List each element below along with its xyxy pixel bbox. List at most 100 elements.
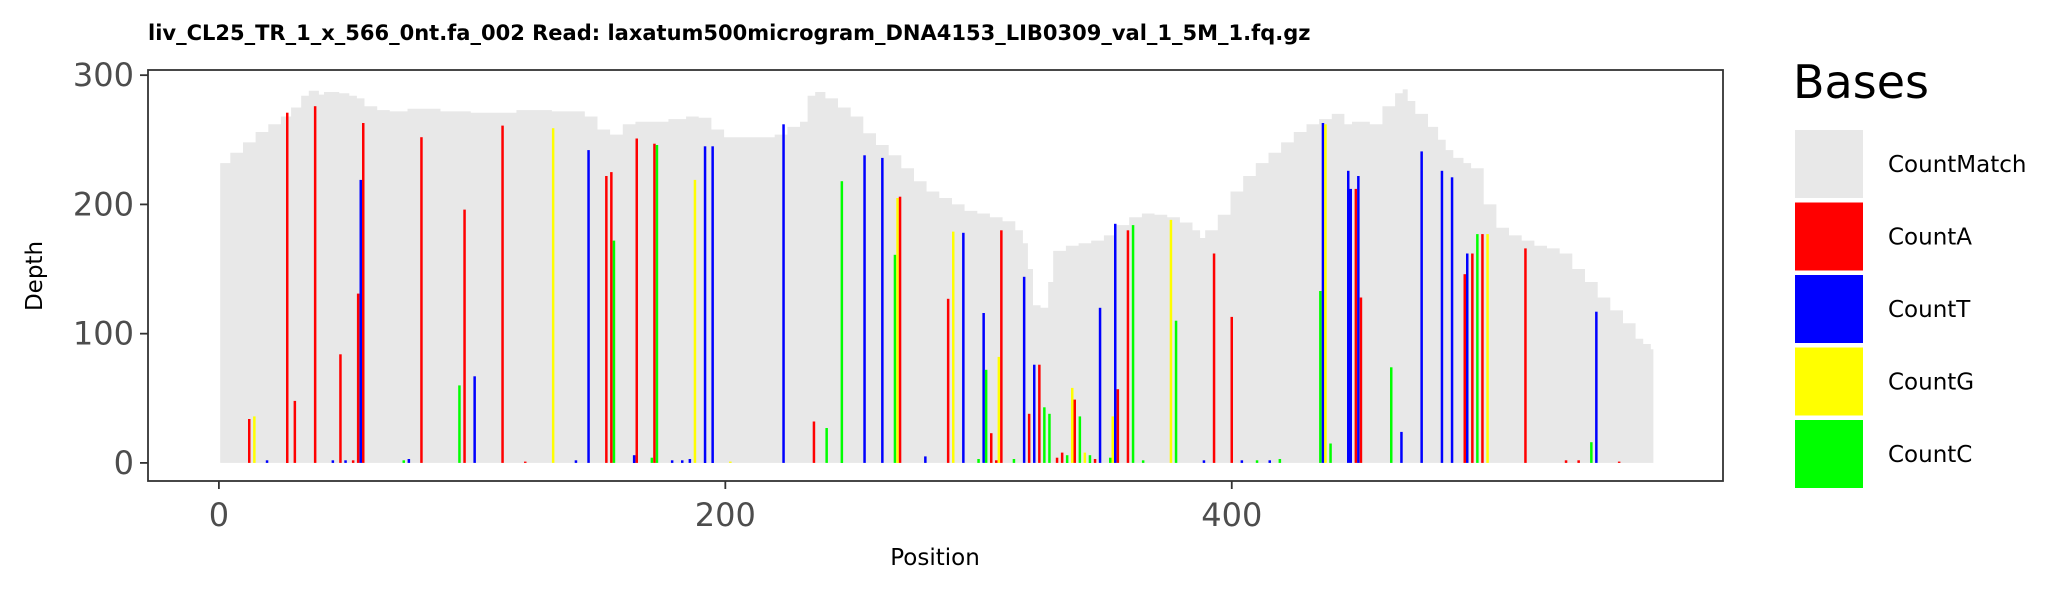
countt-bar: [1098, 307, 1102, 463]
countt-bar: [587, 150, 590, 463]
countt-bar: [331, 460, 335, 463]
legend-swatch-countmatch: [1795, 130, 1863, 198]
countc-bar: [1278, 459, 1282, 463]
legend-swatch-counta: [1795, 202, 1863, 271]
counta-bar: [812, 421, 816, 463]
counta-bar: [463, 209, 466, 463]
counta-bar: [990, 433, 993, 463]
countt-bar: [962, 232, 965, 463]
counta-bar: [898, 196, 902, 463]
plot-area: [147, 69, 1724, 482]
counta-bar: [1524, 248, 1527, 463]
countc-bar: [1319, 291, 1322, 463]
counta-bar: [653, 143, 656, 463]
countc-bar: [1590, 442, 1593, 463]
countt-bar: [1357, 176, 1360, 463]
countg-bar: [253, 416, 256, 463]
countt-bar: [1240, 460, 1244, 463]
counta-bar: [1055, 457, 1059, 463]
countc-bar: [1390, 367, 1393, 463]
countt-bar: [1349, 188, 1352, 463]
chart-title: liv_CL25_TR_1_x_566_0nt.fa_002 Read: lax…: [148, 21, 1311, 45]
counta-bar: [339, 354, 342, 463]
countt-bar: [711, 146, 714, 464]
counta-bar: [293, 400, 297, 463]
countc-bar: [1329, 443, 1332, 463]
countg-bar: [693, 179, 697, 463]
counta-bar: [1564, 460, 1568, 463]
countt-bar: [574, 460, 578, 463]
plot-border: [147, 69, 1724, 482]
countt-bar: [1268, 460, 1271, 463]
countc-bar: [984, 369, 988, 463]
legend: Bases CountMatch CountA CountT CountG CountC: [1793, 55, 2026, 488]
countt-bar: [863, 155, 866, 463]
legend-label: CountG: [1888, 370, 1974, 396]
x-tick-label: 0: [209, 496, 229, 534]
y-axis-label: Depth: [22, 241, 48, 311]
counta-bar: [1471, 253, 1474, 463]
counta-bar: [1073, 399, 1076, 463]
counta-bar: [362, 123, 365, 463]
countc-bar: [1088, 455, 1092, 463]
countt-bar: [1022, 276, 1026, 463]
countc-bar: [1012, 459, 1016, 463]
countt-bar: [265, 460, 269, 463]
countc-bar: [612, 240, 616, 463]
countt-bar: [407, 459, 411, 463]
counta-bar: [610, 172, 613, 463]
countc-bar: [1065, 455, 1069, 463]
counta-bar: [1463, 274, 1466, 463]
legend-swatch-countc: [1795, 420, 1863, 488]
countg-bar: [551, 128, 555, 463]
countg-bar: [1071, 387, 1074, 463]
countt-bar: [344, 460, 347, 463]
legend-label: CountMatch: [1888, 152, 2026, 178]
counta-bar: [1354, 188, 1358, 463]
countt-bar: [681, 460, 684, 463]
countc-bar: [1141, 460, 1145, 463]
countc-bar: [1174, 320, 1178, 463]
countc-bar: [825, 428, 828, 463]
countt-bar: [670, 460, 674, 463]
countc-bar: [1078, 416, 1082, 463]
countc-bar: [458, 385, 461, 463]
countt-bar: [703, 146, 707, 464]
countt-bar: [473, 376, 476, 463]
countg-bar: [896, 198, 899, 463]
counta-bar: [1038, 364, 1041, 463]
counta-bar: [1060, 452, 1064, 463]
countt-bar: [1400, 431, 1403, 463]
countg-bar: [997, 356, 1001, 463]
counta-bar: [1359, 297, 1363, 463]
countg-bar: [1486, 234, 1489, 463]
counta-bar: [351, 460, 355, 463]
countc-bar: [655, 145, 659, 463]
counta-bar: [501, 125, 504, 463]
countg-bar: [1083, 452, 1087, 463]
countc-bar: [1476, 234, 1479, 463]
counta-bar: [1116, 389, 1120, 463]
countt-bar: [782, 124, 785, 463]
counta-bar: [1617, 461, 1621, 463]
countt-bar: [1450, 177, 1454, 463]
countc-bar: [1255, 460, 1259, 463]
legend-title: Bases: [1793, 55, 1929, 109]
counta-bar: [313, 106, 317, 463]
x-axis-ticks: 0 200 400: [209, 481, 1262, 534]
counta-bar: [1126, 230, 1130, 463]
y-tick-label: 300: [73, 56, 134, 94]
countt-bar: [982, 313, 985, 463]
y-tick-label: 200: [73, 185, 134, 223]
countt-bar: [1321, 123, 1325, 463]
y-tick-label: 0: [114, 444, 134, 482]
legend-swatch-countg: [1795, 347, 1863, 416]
countg-bar: [952, 231, 955, 463]
counta-bar: [1481, 234, 1484, 463]
countg-bar: [1169, 219, 1173, 463]
countt-bar: [1033, 364, 1036, 463]
counta-bar: [1000, 230, 1003, 463]
y-axis-ticks: 0 100 200 300: [73, 56, 148, 482]
countc-bar: [977, 459, 980, 463]
